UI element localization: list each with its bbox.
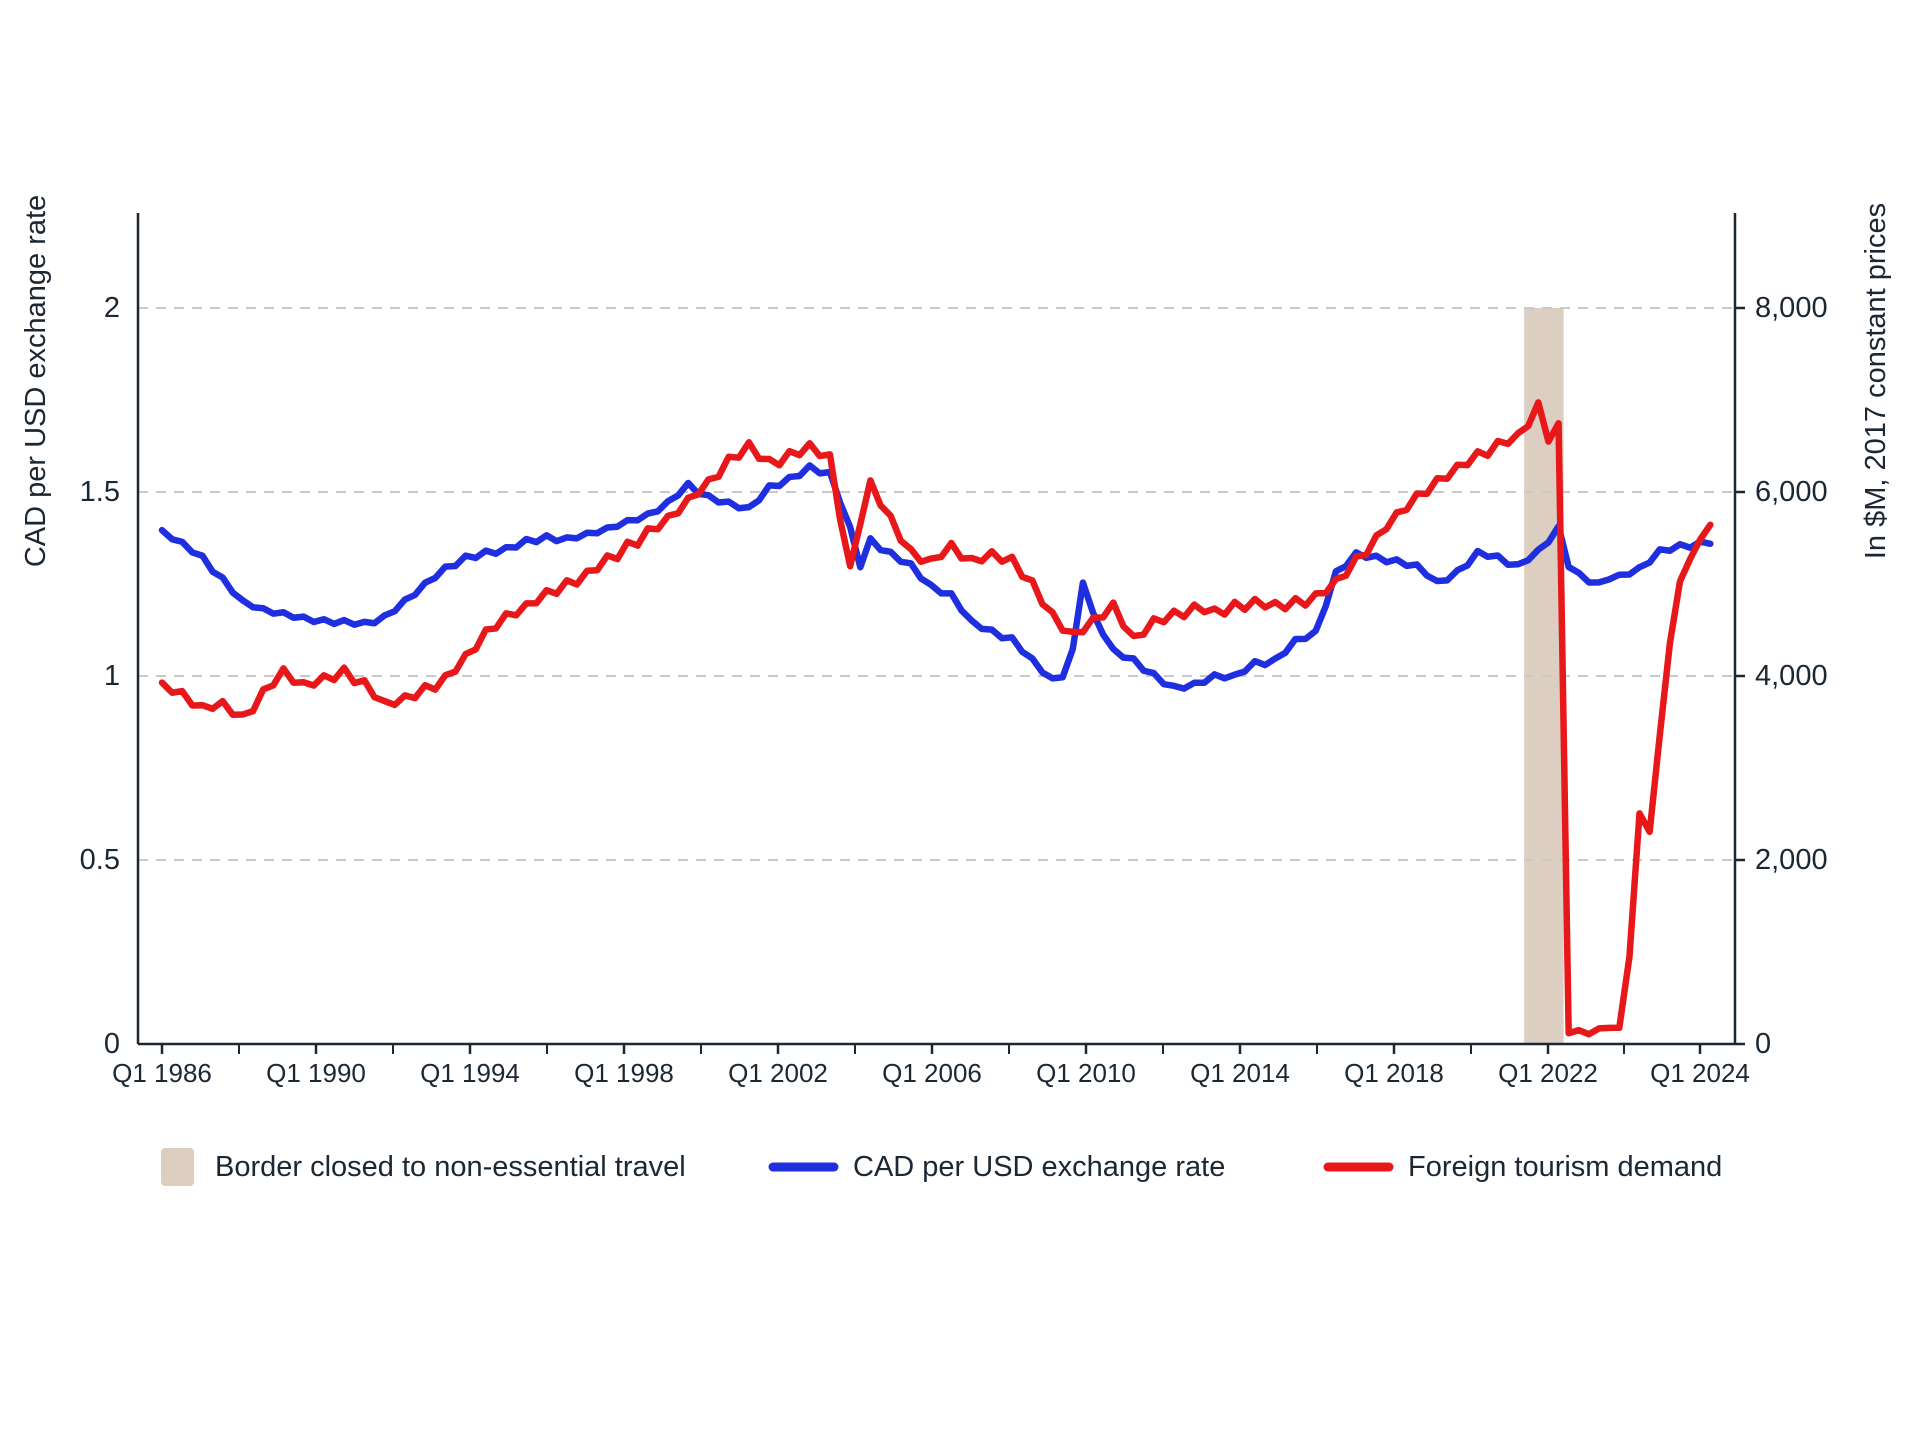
svg-text:6,000: 6,000 bbox=[1755, 476, 1828, 508]
svg-text:Foreign tourism demand: Foreign tourism demand bbox=[1408, 1151, 1722, 1183]
svg-text:CAD per USD exchange rate: CAD per USD exchange rate bbox=[20, 195, 52, 567]
svg-text:Q1 1998: Q1 1998 bbox=[574, 1058, 674, 1088]
svg-text:1.5: 1.5 bbox=[80, 476, 120, 508]
svg-text:Q1 1990: Q1 1990 bbox=[266, 1058, 366, 1088]
svg-text:Q1 2002: Q1 2002 bbox=[728, 1058, 828, 1088]
svg-text:2,000: 2,000 bbox=[1755, 844, 1828, 876]
svg-text:Q1 1986: Q1 1986 bbox=[112, 1058, 212, 1088]
svg-text:0.5: 0.5 bbox=[80, 844, 120, 876]
svg-text:CAD per USD exchange rate: CAD per USD exchange rate bbox=[853, 1151, 1225, 1183]
svg-text:Q1 2006: Q1 2006 bbox=[882, 1058, 982, 1088]
svg-text:2: 2 bbox=[104, 292, 120, 324]
svg-text:Q1 2010: Q1 2010 bbox=[1036, 1058, 1136, 1088]
svg-text:Q1 2014: Q1 2014 bbox=[1190, 1058, 1290, 1088]
svg-text:1: 1 bbox=[104, 660, 120, 692]
svg-text:8,000: 8,000 bbox=[1755, 292, 1828, 324]
svg-text:0: 0 bbox=[104, 1028, 120, 1060]
svg-text:0: 0 bbox=[1755, 1028, 1771, 1060]
svg-text:Q1 2022: Q1 2022 bbox=[1498, 1058, 1598, 1088]
svg-text:Q1 2024: Q1 2024 bbox=[1650, 1058, 1750, 1088]
svg-text:Q1 1994: Q1 1994 bbox=[420, 1058, 520, 1088]
svg-text:Border closed to non-essential: Border closed to non-essential travel bbox=[215, 1151, 686, 1183]
svg-text:Q1 2018: Q1 2018 bbox=[1344, 1058, 1444, 1088]
svg-text:In $M, 2017 constant prices: In $M, 2017 constant prices bbox=[1860, 203, 1892, 559]
svg-text:4,000: 4,000 bbox=[1755, 660, 1828, 692]
